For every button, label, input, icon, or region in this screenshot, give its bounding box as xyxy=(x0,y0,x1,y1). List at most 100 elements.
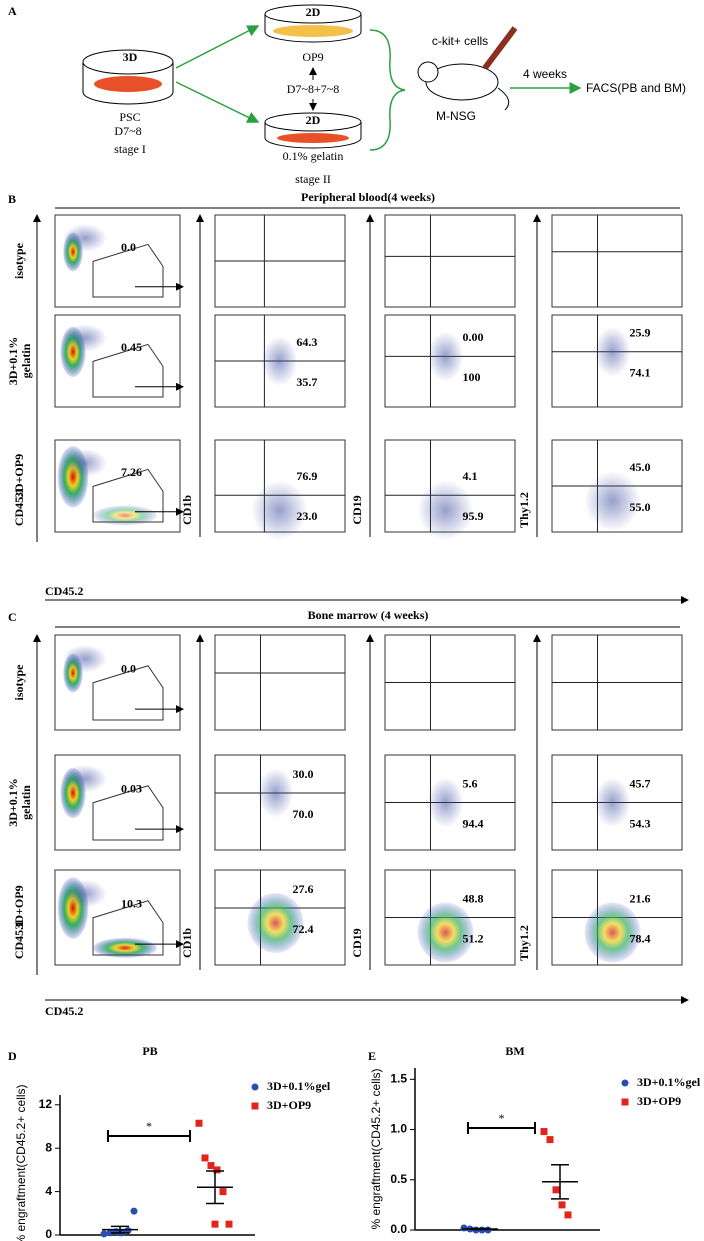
gate xyxy=(92,468,164,523)
row-label: 3D+0.1%gelatin xyxy=(6,337,33,386)
row-label-line: 3D+OP9 xyxy=(12,454,26,498)
row-label-line: gelatin xyxy=(19,343,33,378)
y-tick-label: 0.5 xyxy=(390,1172,407,1186)
syringe xyxy=(482,26,518,70)
point xyxy=(540,1128,548,1136)
row-label-line: gelatin xyxy=(19,785,33,820)
label: c-kit+ cells xyxy=(432,34,488,48)
panel-label: C xyxy=(8,610,17,624)
label: stage I xyxy=(114,142,146,156)
row-label-line: 3D+0.1% xyxy=(6,337,20,386)
gate-value: 0.03 xyxy=(121,782,142,796)
quadrant-value: 23.0 xyxy=(296,509,317,523)
quadrant-value: 76.9 xyxy=(296,469,317,483)
significance: * xyxy=(499,1111,505,1125)
quadrant-value: 51.2 xyxy=(463,931,484,945)
dish-label: 2D xyxy=(306,113,321,127)
panel-label: D xyxy=(8,1049,17,1063)
chart-title: PB xyxy=(142,1044,157,1058)
panel-label: A xyxy=(8,4,17,18)
quadrant-value: 0.00 xyxy=(463,330,484,344)
density xyxy=(63,324,107,352)
cell-cloud xyxy=(257,768,294,818)
x-axis-label: CD45.2 xyxy=(45,584,83,598)
cell-cloud xyxy=(247,893,304,953)
dish xyxy=(264,112,362,132)
cell-cloud xyxy=(261,336,298,386)
quadrant-value: 25.9 xyxy=(630,326,651,340)
y-tick-label: 4 xyxy=(45,1184,52,1198)
dish-label: 2D xyxy=(306,5,321,19)
point xyxy=(552,1186,560,1194)
point xyxy=(225,1220,233,1228)
y-tick-label: 8 xyxy=(45,1140,52,1154)
quadrant-value: 4.1 xyxy=(463,469,478,483)
legend-label: 3D+OP9 xyxy=(637,1094,681,1108)
y-axis-label: % engraftment(CD45.2+ cells) xyxy=(14,1084,28,1241)
quadrant-value: 74.1 xyxy=(630,366,651,380)
marker-label: CD19 xyxy=(350,495,364,524)
quadrant-value: 45.7 xyxy=(630,776,651,790)
cell-cloud xyxy=(427,777,464,828)
cell-cloud xyxy=(251,480,308,541)
dish-label: 3D xyxy=(123,50,138,64)
row-label: isotype xyxy=(12,664,26,701)
mouse-head xyxy=(417,61,439,83)
gate-value: 0.45 xyxy=(121,340,142,354)
y-axis-label: % engraftment(CD45.2+ cells) xyxy=(369,1068,383,1229)
arrow xyxy=(175,81,260,123)
y-axis-label: CD45.1 xyxy=(12,488,26,526)
marker-label: CD1b xyxy=(180,928,194,958)
gate xyxy=(92,900,164,956)
quadrant-value: 100 xyxy=(463,370,481,384)
significance: * xyxy=(146,1119,152,1133)
point xyxy=(106,1229,114,1237)
gate-value: 0.0 xyxy=(121,240,136,254)
gate-value: 7.26 xyxy=(121,465,142,479)
y-tick-label: 0.0 xyxy=(390,1222,407,1236)
point xyxy=(201,1154,209,1162)
flow-plot xyxy=(214,634,346,731)
y-tick-label: 0 xyxy=(45,1227,52,1241)
point xyxy=(564,1211,572,1219)
row-label-line: 3D+OP9 xyxy=(12,885,26,929)
gate xyxy=(92,665,164,721)
cell-cloud xyxy=(427,331,464,382)
legend-marker xyxy=(621,1079,629,1087)
quadrant-value: 21.6 xyxy=(630,891,651,905)
panel-title: Peripheral blood(4 weeks) xyxy=(301,190,435,204)
row-label: isotype xyxy=(12,242,26,279)
legend-label: 3D+0.1%gel xyxy=(637,1075,701,1089)
density xyxy=(63,449,107,477)
point xyxy=(100,1230,108,1238)
label: FACS(PB and BM) xyxy=(586,81,686,95)
dish xyxy=(82,49,174,75)
cell-cloud xyxy=(584,471,641,531)
row-label: 3D+0.1%gelatin xyxy=(6,778,33,827)
panel-label: B xyxy=(8,192,16,206)
y-tick-label: 12 xyxy=(39,1097,53,1111)
label: PSC xyxy=(119,110,140,124)
density xyxy=(63,644,107,673)
panel-title: Bone marrow (4 weeks) xyxy=(308,608,429,622)
marker-label: Thy1.2 xyxy=(517,925,531,961)
density xyxy=(93,505,157,526)
bracket xyxy=(369,29,406,151)
quadrant-value: 54.3 xyxy=(630,816,651,830)
quadrant-value: 78.4 xyxy=(630,931,651,945)
quadrant-value: 70.0 xyxy=(293,807,314,821)
cell-cloud xyxy=(594,777,631,828)
legend-marker xyxy=(251,1102,259,1110)
row-label-line: isotype xyxy=(12,242,26,279)
flow-plot xyxy=(384,214,516,308)
dish xyxy=(264,4,362,24)
quadrant-value: 72.4 xyxy=(293,922,314,936)
mouse-tail xyxy=(497,87,510,111)
quadrant-value: 5.6 xyxy=(463,776,478,790)
point xyxy=(195,1119,203,1127)
label: stage II xyxy=(295,172,331,186)
x-axis-label: CD45.2 xyxy=(45,1004,83,1018)
label: M-NSG xyxy=(436,109,476,123)
quadrant-value: 64.3 xyxy=(296,335,317,349)
density xyxy=(63,224,107,252)
